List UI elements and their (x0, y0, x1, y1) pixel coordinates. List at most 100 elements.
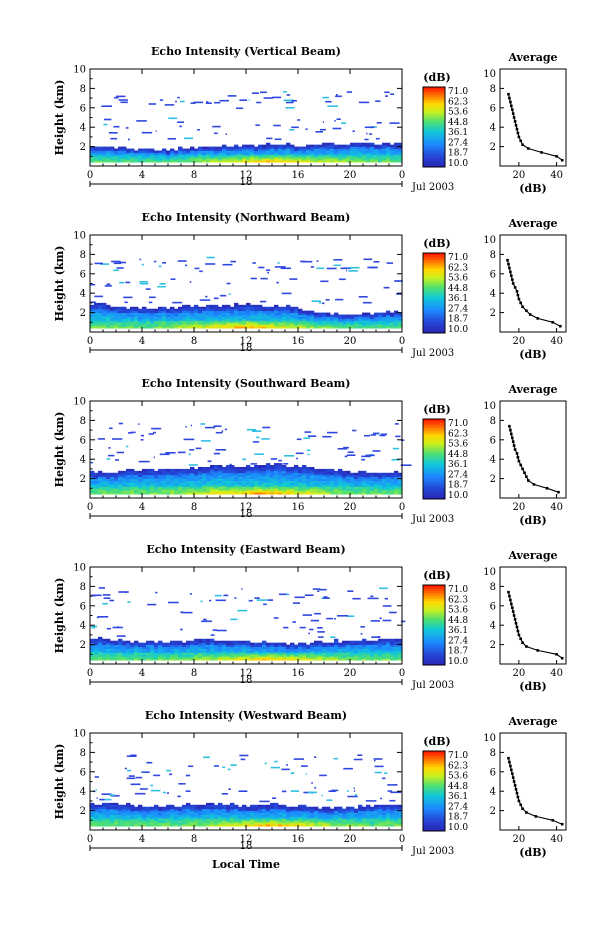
echo-cell (206, 810, 211, 813)
echo-cell (130, 314, 135, 317)
echo-cell (154, 814, 159, 817)
echo-cell (346, 650, 351, 653)
echo-cell (342, 482, 347, 485)
echo-cell (358, 314, 363, 317)
echo-cell (182, 478, 187, 481)
echo-cell (350, 656, 355, 659)
echo-cell (366, 314, 371, 317)
echo-streak (396, 293, 402, 295)
echo-cell (226, 812, 231, 815)
echo-cell (118, 154, 123, 157)
echo-cell (358, 322, 363, 325)
echo-cell (98, 808, 103, 811)
echo-cell (334, 154, 339, 157)
echo-cell (250, 650, 255, 653)
echo-cell (378, 820, 383, 823)
echo-cell (262, 160, 267, 163)
echo-cell (310, 648, 315, 651)
echo-cell (346, 654, 351, 657)
echo-cell (122, 472, 127, 476)
average-profile-point (521, 467, 524, 471)
average-profile-point (509, 100, 512, 104)
echo-cell (350, 326, 355, 329)
echo-cell (186, 304, 191, 308)
echo-cell (338, 656, 343, 659)
echo-streak (256, 101, 262, 104)
echo-cell (186, 806, 191, 810)
echo-cell (330, 492, 335, 495)
echo-streak (259, 300, 267, 303)
echo-cell (354, 476, 359, 479)
echo-cell (294, 148, 299, 151)
echo-cell (270, 322, 275, 325)
echo-cell (174, 816, 179, 819)
echo-cell (182, 810, 187, 813)
echo-streak (305, 128, 308, 130)
echo-cell (198, 486, 203, 489)
echo-cell (106, 152, 111, 155)
echo-cell (122, 146, 127, 149)
echo-streak (283, 99, 294, 102)
echo-cell (206, 490, 211, 493)
echo-cell (190, 814, 195, 817)
avg-y-tick-label: 8 (490, 582, 496, 593)
echo-cell (138, 160, 143, 163)
echo-cell (330, 476, 335, 479)
echo-cell (322, 144, 327, 147)
echo-streak (375, 137, 380, 140)
echo-cell (206, 650, 211, 653)
echo-cell (250, 154, 255, 157)
echo-cell (102, 154, 107, 157)
echo-cell (106, 148, 111, 151)
echo-cell (346, 816, 351, 819)
echo-cell (162, 326, 167, 329)
echo-cell (190, 644, 195, 647)
echo-streak (333, 264, 341, 267)
echo-cell (342, 642, 347, 645)
echo-cell (166, 490, 171, 493)
echo-cell (162, 314, 167, 317)
avg-y-tick-label: 10 (483, 567, 496, 578)
echo-cell (386, 482, 391, 485)
echo-cell (398, 646, 403, 649)
echo-cell (162, 154, 167, 157)
echo-cell (226, 476, 231, 479)
echo-cell (138, 310, 143, 313)
echo-cell (218, 482, 223, 485)
average-profile-point (525, 475, 528, 478)
echo-streak (340, 267, 352, 270)
y-tick-label: 2 (80, 308, 86, 319)
echo-cell (322, 470, 327, 474)
echo-cell (310, 312, 315, 315)
echo-cell (146, 642, 151, 645)
colorbar-tick-label: 62.3 (448, 595, 468, 605)
echo-cell (214, 160, 219, 163)
echo-cell (266, 492, 271, 495)
echo-cell (122, 644, 127, 647)
echo-cell (226, 310, 231, 313)
echo-cell (206, 312, 211, 315)
echo-cell (278, 148, 283, 151)
echo-cell (170, 488, 175, 491)
colorbar-swatch (423, 111, 445, 114)
echo-cell (186, 642, 191, 645)
echo-cell (302, 806, 307, 810)
echo-cell (106, 654, 111, 657)
echo-cell (274, 146, 279, 149)
echo-cell (162, 470, 167, 474)
echo-cell (166, 806, 171, 810)
echo-cell (326, 160, 331, 163)
echo-cell (102, 320, 107, 323)
echo-cell (98, 492, 103, 495)
colorbar-swatch (423, 287, 445, 290)
echo-cell (334, 470, 339, 474)
echo-cell (362, 814, 367, 817)
colorbar-swatch (423, 163, 445, 166)
echo-streak (125, 281, 131, 284)
colorbar-frame (422, 86, 446, 168)
echo-cell (162, 152, 167, 155)
echo-cell (202, 648, 207, 651)
echo-cell (222, 644, 227, 647)
echo-cell (246, 648, 251, 651)
echo-cell (310, 656, 315, 659)
